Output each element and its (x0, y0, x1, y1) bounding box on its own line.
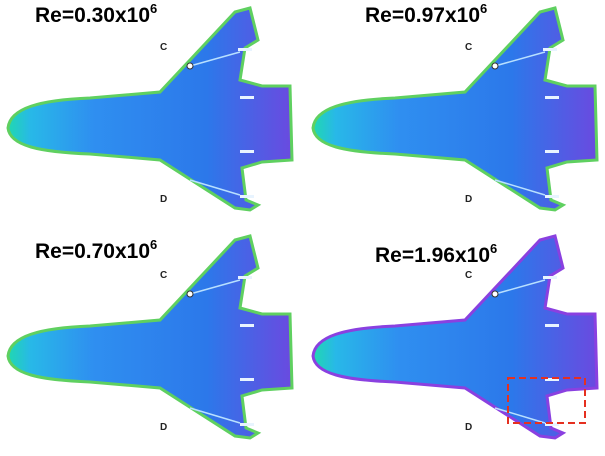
streak (189, 51, 241, 67)
streak (494, 51, 546, 67)
label-c: C (465, 270, 472, 281)
title-text: Re=0.30x10 (35, 4, 150, 27)
engine-mark (545, 324, 559, 327)
engine-mark (240, 96, 254, 99)
port (186, 62, 194, 70)
engine-mark (238, 48, 252, 51)
title-exponent: 6 (490, 241, 497, 256)
engine-mark (240, 150, 254, 153)
streak (494, 279, 546, 295)
panel-title: Re=0.30x106 (35, 1, 157, 27)
engine-mark (240, 195, 254, 198)
highlight-box (507, 377, 586, 424)
engine-mark (545, 378, 559, 381)
title-exponent: 6 (480, 1, 487, 16)
title-exponent: 6 (150, 1, 157, 16)
label-d: D (465, 194, 472, 205)
shuttle-heatmap (311, 6, 599, 212)
label-d: D (465, 422, 472, 433)
streak (494, 407, 546, 424)
shuttle-heatmap (6, 234, 294, 440)
panel: Re=0.30x106 C D (6, 1, 294, 212)
panel: Re=0.97x106 C D (311, 1, 599, 212)
label-c: C (160, 270, 167, 281)
engine-mark (545, 195, 559, 198)
port (491, 62, 499, 70)
label-d: D (160, 194, 167, 205)
label-c: C (465, 42, 472, 53)
label-c: C (160, 42, 167, 53)
engine-mark (240, 378, 254, 381)
port (186, 290, 194, 298)
panel: Re=1.96x106 C D (311, 234, 599, 440)
title-text: Re=0.70x10 (35, 240, 150, 263)
engine-mark (545, 150, 559, 153)
shuttle-heatmap (311, 234, 599, 440)
engine-mark (240, 324, 254, 327)
engine-mark (543, 276, 557, 279)
engine-mark (240, 423, 254, 426)
title-text: Re=1.96x10 (375, 244, 490, 267)
engine-mark (545, 423, 559, 426)
panel-title: Re=1.96x106 (375, 241, 497, 267)
engine-mark (545, 96, 559, 99)
title-exponent: 6 (150, 237, 157, 252)
port (491, 290, 499, 298)
panel-title: Re=0.70x106 (35, 237, 157, 263)
shuttle-heatmap (6, 6, 294, 212)
streak (189, 279, 241, 295)
streak (494, 179, 546, 196)
streak (189, 407, 241, 424)
engine-mark (543, 48, 557, 51)
panel-title: Re=0.97x106 (365, 1, 487, 27)
engine-mark (238, 276, 252, 279)
streak (189, 179, 241, 196)
label-d: D (160, 422, 167, 433)
title-text: Re=0.97x10 (365, 4, 480, 27)
